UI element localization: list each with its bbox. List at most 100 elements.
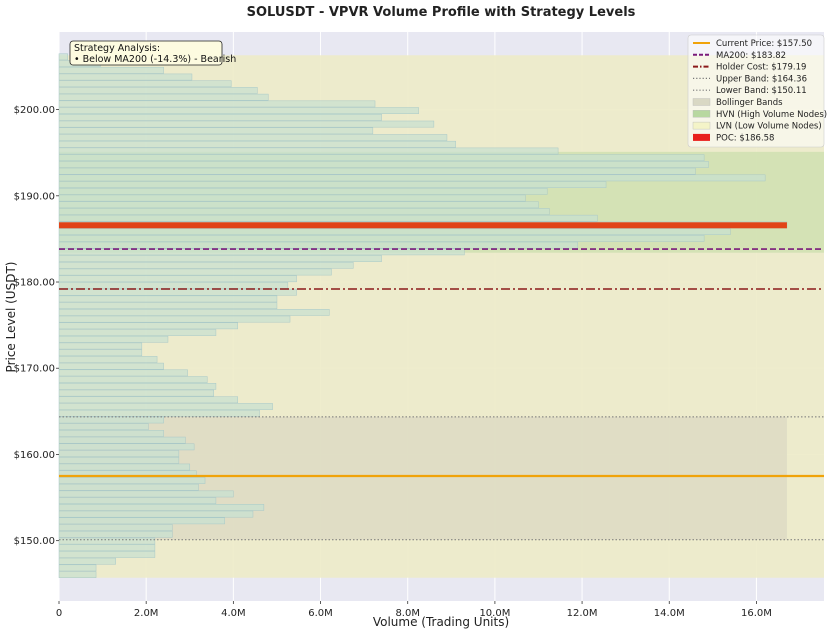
legend-label: MA200: $183.82 xyxy=(716,51,786,61)
volume-bar xyxy=(58,100,376,108)
annotation-background xyxy=(69,40,223,66)
legend-swatch xyxy=(692,98,711,106)
volume-bar xyxy=(58,315,291,323)
volume-bar xyxy=(58,73,193,81)
volume-bar xyxy=(58,295,278,303)
legend-label: LVN (Low Volume Nodes) xyxy=(716,122,822,132)
volume-bar xyxy=(58,120,435,128)
volume-bar xyxy=(58,282,289,289)
volume-bar xyxy=(58,544,156,552)
volume-bar xyxy=(58,335,169,343)
volume-bar xyxy=(58,181,607,188)
volume-bar xyxy=(58,537,156,545)
x-tick-label: 16.0M xyxy=(741,608,772,619)
volume-bar xyxy=(58,154,705,162)
volume-bar xyxy=(58,389,214,397)
legend-swatch xyxy=(693,133,710,141)
legend-label: POC: $186.58 xyxy=(716,133,774,143)
volume-bar xyxy=(58,497,217,505)
volume-bar xyxy=(58,342,143,350)
legend-label: Lower Band: $150.11 xyxy=(716,86,807,96)
volume-bar xyxy=(58,403,273,410)
legend-label: Holder Cost: $179.19 xyxy=(716,63,806,73)
legend-label: HVN (High Volume Nodes) xyxy=(716,110,827,120)
volume-bar xyxy=(58,551,156,558)
annotation-box: Strategy Analysis: • Below MA200 (-14.3%… xyxy=(69,40,236,66)
poc-bar xyxy=(59,222,787,229)
volume-bar xyxy=(58,66,164,74)
annotation-line-1: Strategy Analysis: xyxy=(74,43,160,54)
legend-label: Current Price: $157.50 xyxy=(716,39,812,49)
x-axis-ticks: 0 2.0M 4.0M 6.0M 8.0M 10.0M 12.0M 14.0M 16.0M xyxy=(56,601,772,619)
volume-bar xyxy=(58,114,382,121)
legend-label: Upper Band: $164.36 xyxy=(716,74,807,84)
chart-title: SOLUSDT - VPVR Volume Profile with Strat… xyxy=(247,5,636,20)
volume-bar xyxy=(58,510,254,518)
x-tick-label: 8.0M xyxy=(395,608,420,619)
volume-bar xyxy=(58,214,598,222)
volume-bar xyxy=(58,382,217,390)
volume-bar xyxy=(58,309,330,316)
volume-bar xyxy=(58,376,208,383)
volume-bar xyxy=(58,423,149,431)
volume-bar xyxy=(58,187,548,195)
legend-label: Bollinger Bands xyxy=(716,98,783,108)
volume-bar xyxy=(58,564,97,572)
volume-bar xyxy=(58,409,260,417)
volume-bar xyxy=(58,530,173,538)
legend-swatch xyxy=(692,110,711,118)
x-tick-label: 10.0M xyxy=(479,608,510,619)
volume-bar xyxy=(58,463,191,471)
volume-bar xyxy=(58,201,539,209)
volume-bar xyxy=(58,349,143,357)
volume-bar xyxy=(58,557,116,565)
x-tick-label: 2.0M xyxy=(134,608,159,619)
volume-bar xyxy=(58,235,705,242)
y-tick-label: $180.00 xyxy=(14,278,55,289)
volume-bar xyxy=(58,194,526,202)
volume-bar xyxy=(58,362,164,370)
volume-bar xyxy=(58,416,164,424)
legend-frame xyxy=(687,34,825,148)
volume-bar xyxy=(58,322,238,330)
y-tick-label: $170.00 xyxy=(14,364,55,375)
volume-bar xyxy=(58,430,164,437)
volume-bar xyxy=(58,329,217,336)
volume-bar xyxy=(58,483,199,491)
volume-bar xyxy=(58,161,709,168)
volume-bar xyxy=(58,261,354,269)
volume-bar xyxy=(58,174,766,182)
x-tick-label: 14.0M xyxy=(654,608,685,619)
y-axis-ticks: $150.00 $160.00 $170.00 $180.00 $190.00 $200.… xyxy=(14,105,59,547)
volume-bar xyxy=(58,275,297,283)
volume-bar xyxy=(58,80,232,88)
volume-bar xyxy=(58,477,206,484)
volume-bar xyxy=(58,208,550,215)
volume-bar xyxy=(58,517,225,525)
volume-bar xyxy=(58,490,234,498)
volume-bar xyxy=(58,268,332,276)
x-tick-label: 12.0M xyxy=(567,608,598,619)
volume-bar xyxy=(58,107,419,114)
volume-bar xyxy=(58,369,188,377)
annotation-line-2: • Below MA200 (-14.3%) - Bearish xyxy=(74,54,236,65)
volume-bar xyxy=(58,456,180,464)
x-tick-label: 0 xyxy=(56,608,62,619)
volume-bar xyxy=(58,356,158,363)
volume-bar xyxy=(58,302,278,309)
y-axis-title: Price Level (USDT) xyxy=(4,262,18,373)
x-axis-title: Volume (Trading Units) xyxy=(373,615,509,629)
y-tick-label: $160.00 xyxy=(14,450,55,461)
y-tick-label: $190.00 xyxy=(14,191,55,202)
volume-bar xyxy=(58,228,731,236)
legend-swatch xyxy=(692,121,711,130)
volume-bar xyxy=(58,134,448,141)
volume-bar xyxy=(58,288,297,296)
volume-bar xyxy=(58,147,559,155)
y-tick-label: $150.00 xyxy=(14,536,55,547)
volume-bar xyxy=(58,241,578,249)
x-tick-label: 4.0M xyxy=(221,608,246,619)
volume-bar xyxy=(58,443,195,451)
